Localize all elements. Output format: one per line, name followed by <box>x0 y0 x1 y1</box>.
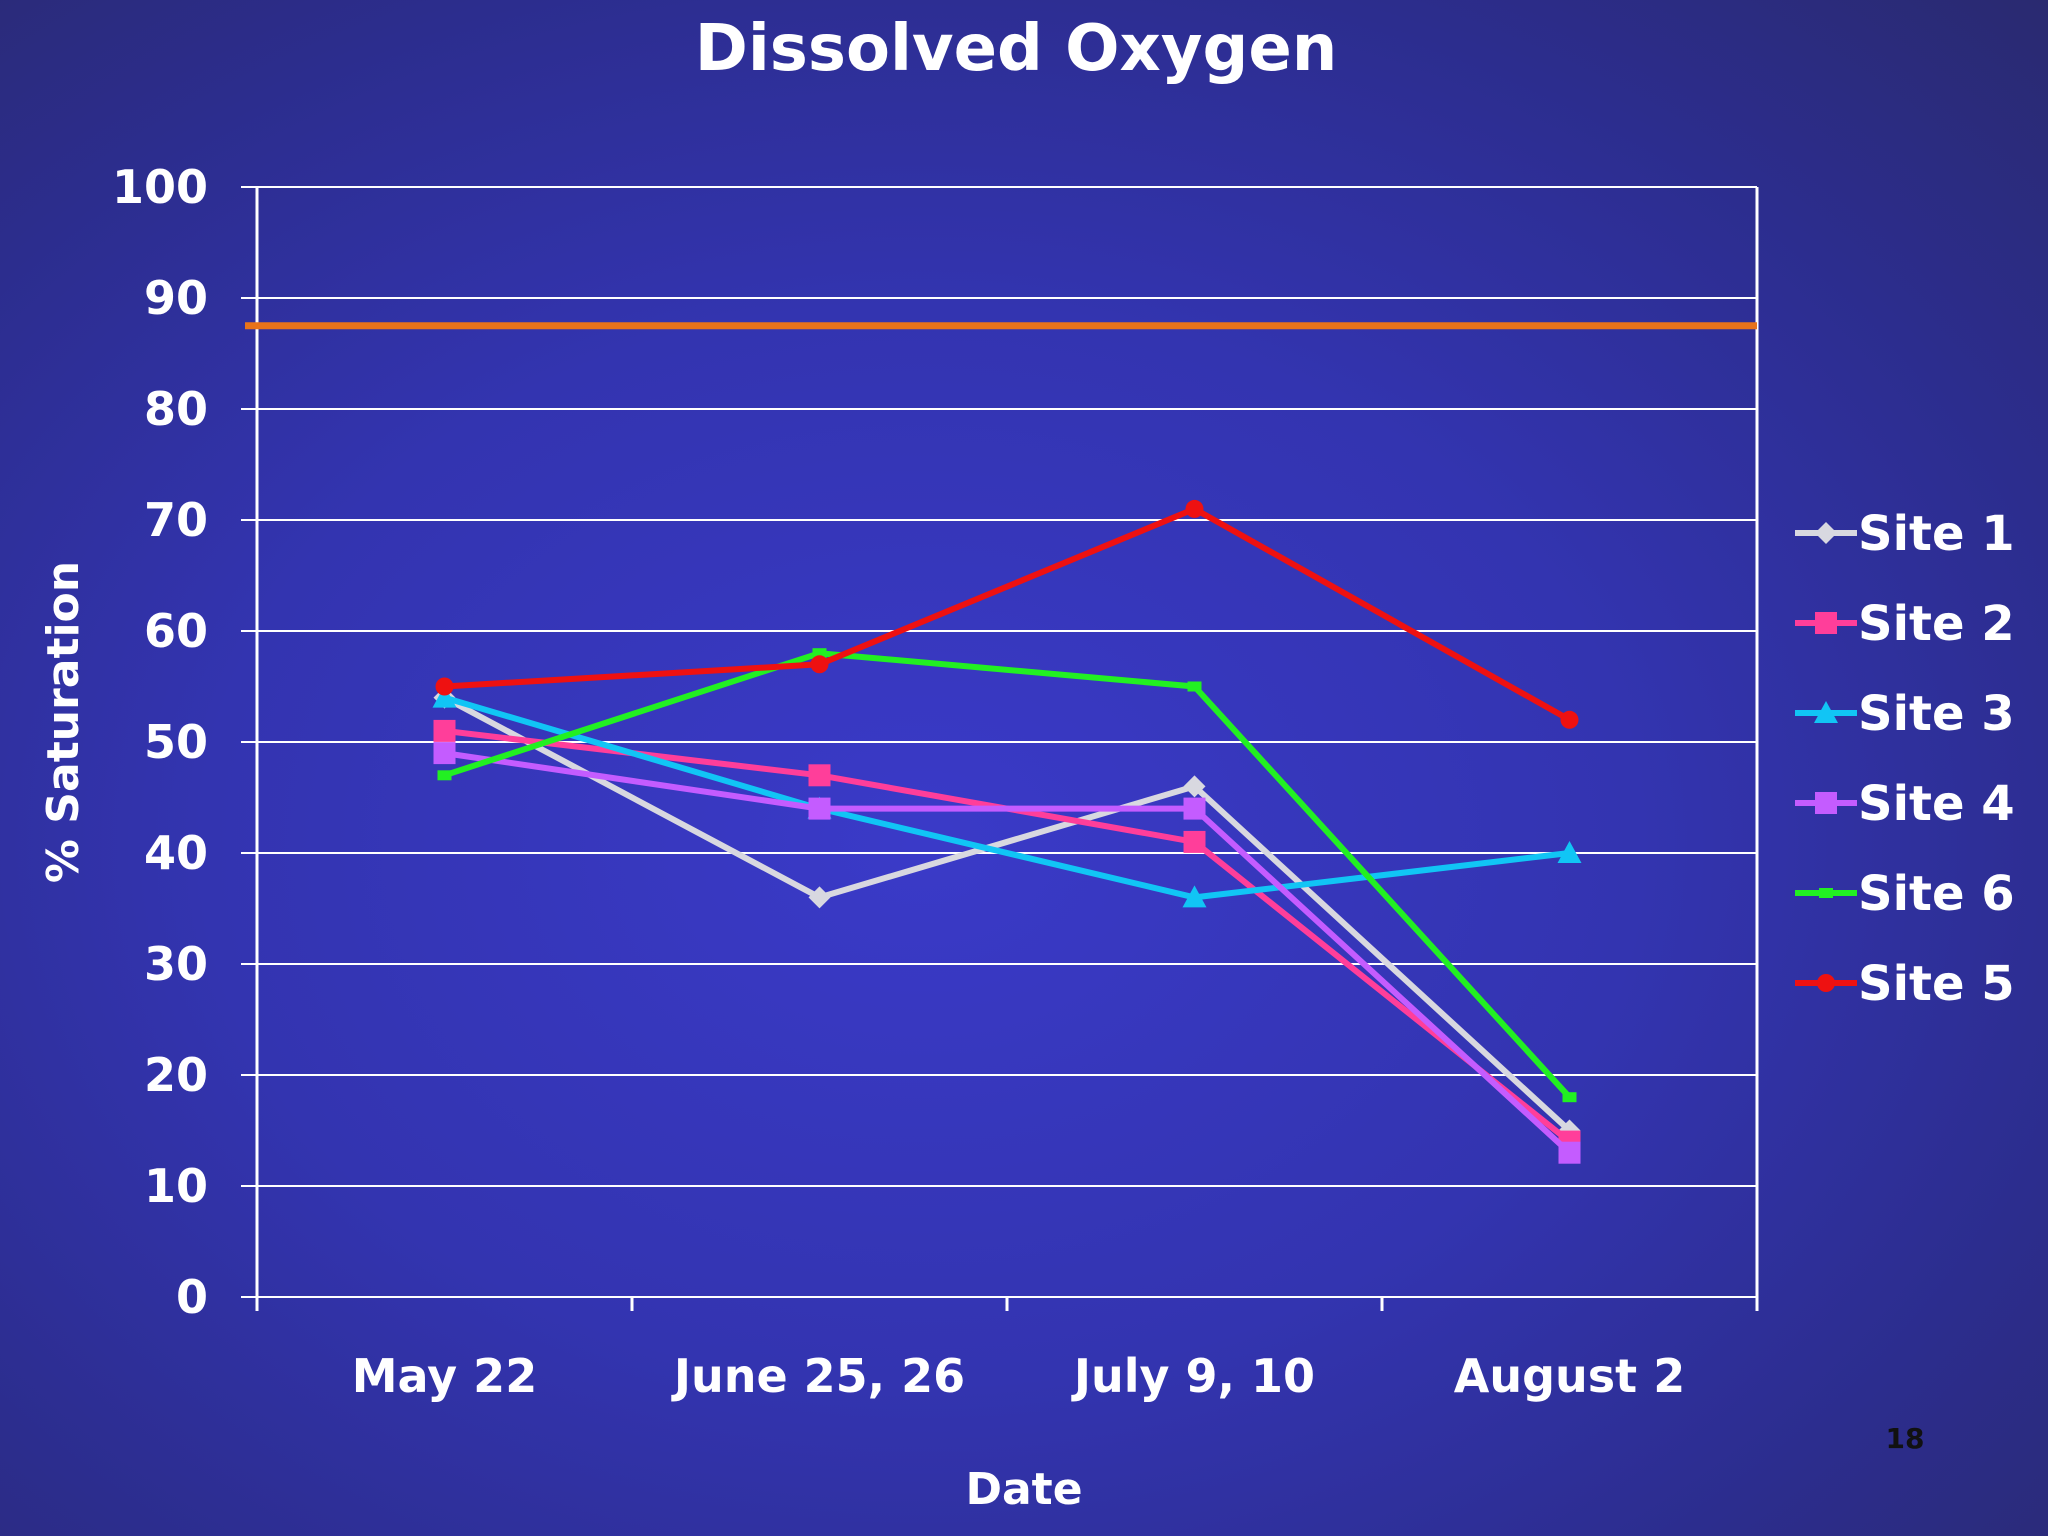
legend-item: Site 5 <box>1795 956 2015 1012</box>
data-point <box>1562 1092 1577 1103</box>
y-tick-label: 50 <box>144 715 208 769</box>
legend-swatch-marker <box>1815 612 1837 634</box>
legend-swatch-marker <box>1815 792 1837 814</box>
legend-label: Site 4 <box>1858 776 2015 832</box>
legend-label: Site 2 <box>1858 596 2015 652</box>
y-tick-label: 60 <box>144 604 208 658</box>
data-point <box>812 648 827 659</box>
legend-item: Site 3 <box>1795 686 2015 742</box>
legend-label: Site 3 <box>1858 686 2015 742</box>
data-point <box>433 719 456 742</box>
data-point <box>432 685 457 708</box>
gridlines <box>241 186 1757 1298</box>
series-site-6 <box>437 648 1577 1103</box>
data-point <box>433 742 456 765</box>
x-tick-label: May 22 <box>352 1349 537 1403</box>
series-site-3 <box>432 685 1582 908</box>
data-point <box>1187 681 1202 692</box>
data-point <box>808 764 831 787</box>
series-line <box>443 694 1572 1133</box>
legend-item: Site 4 <box>1795 776 2015 832</box>
y-tick-label: 40 <box>144 826 208 880</box>
y-tick-label: 20 <box>144 1048 208 1102</box>
legend-swatch-marker <box>1817 974 1835 992</box>
legend-swatch-marker <box>1815 522 1837 544</box>
series-site-1 <box>433 686 1581 1142</box>
data-point <box>1557 841 1582 863</box>
chart-title: Dissolved Oxygen <box>695 12 1338 86</box>
series-line <box>444 750 1572 1155</box>
y-tick-label: 80 <box>144 382 208 436</box>
page-number: 18 <box>1886 1422 1925 1455</box>
data-point <box>1182 885 1207 908</box>
legend-item: Site 6 <box>1795 866 2015 922</box>
data-point <box>1183 797 1206 820</box>
series-site-4 <box>433 742 1581 1164</box>
y-tick-label: 90 <box>144 271 208 325</box>
y-tick-label: 30 <box>144 937 208 991</box>
legend-label: Site 6 <box>1858 866 2015 922</box>
legend: Site 1 Site 2 Site 3 Site 4 Site 6 Site 5 <box>1795 506 2015 1012</box>
data-point <box>1185 499 1204 518</box>
data-point <box>1183 775 1206 798</box>
series-line <box>443 650 1572 1100</box>
x-tick-label: July 9, 10 <box>1071 1349 1315 1403</box>
data-point <box>437 770 452 781</box>
x-tick-label: June 25, 26 <box>671 1349 965 1403</box>
data-point <box>808 886 831 909</box>
y-tick-label: 70 <box>144 493 208 547</box>
data-point <box>808 797 831 820</box>
data-point <box>435 677 454 696</box>
data-point <box>1558 1141 1581 1164</box>
data-point <box>810 655 829 674</box>
y-tick-label: 10 <box>144 1159 208 1213</box>
legend-label: Site 1 <box>1858 506 2015 562</box>
legend-swatch-marker <box>1814 701 1838 723</box>
series-layer <box>432 499 1582 1164</box>
series-site-5 <box>435 499 1579 729</box>
legend-item: Site 2 <box>1795 596 2015 652</box>
legend-item: Site 1 <box>1795 506 2015 562</box>
series-line <box>443 694 1570 901</box>
series-line <box>444 727 1572 1144</box>
axes: 0 10 20 30 40 50 60 70 80 90 100 May 22 June 25, 26 J… <box>112 160 1759 1403</box>
series-line <box>444 505 1571 723</box>
y-tick-label: 0 <box>176 1270 208 1324</box>
data-point <box>1183 830 1206 853</box>
x-tick-label: August 2 <box>1454 1349 1685 1403</box>
y-tick-label: 100 <box>112 160 208 214</box>
data-point <box>1560 710 1579 729</box>
legend-label: Site 5 <box>1858 956 2015 1012</box>
legend-swatch-marker <box>1819 888 1833 898</box>
y-axis-label: % Saturation <box>38 561 89 883</box>
x-axis-label: Date <box>965 1464 1082 1515</box>
